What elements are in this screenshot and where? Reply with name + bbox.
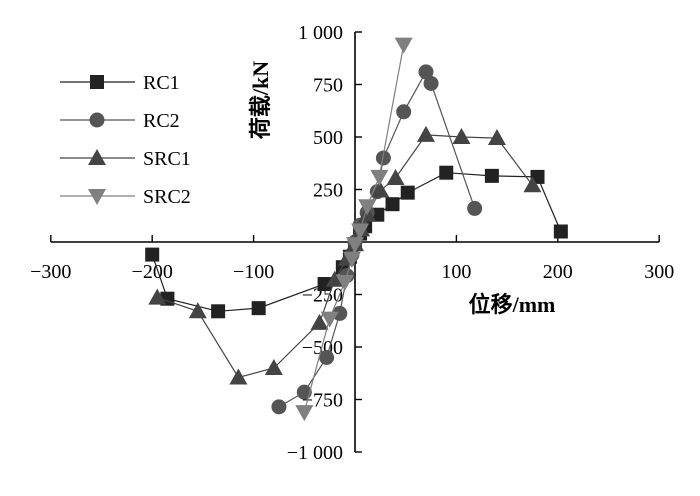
data-point-rc2 bbox=[423, 75, 439, 91]
legend-item-rc1: RC1 bbox=[60, 72, 180, 94]
series-layer bbox=[145, 37, 568, 422]
data-point-rc2 bbox=[271, 399, 287, 415]
data-point-src1 bbox=[264, 359, 283, 375]
data-point-rc1 bbox=[553, 224, 568, 239]
x-tick-label: 200 bbox=[543, 261, 573, 283]
data-point-src2 bbox=[295, 405, 314, 422]
data-point-rc1 bbox=[145, 247, 160, 262]
data-point-rc2 bbox=[418, 64, 434, 80]
data-point-src1 bbox=[523, 176, 542, 193]
data-point-src1 bbox=[148, 288, 167, 305]
data-point-rc1 bbox=[439, 165, 454, 180]
data-point-rc1 bbox=[400, 185, 415, 200]
x-tick-label: 300 bbox=[644, 261, 674, 283]
data-point-rc2 bbox=[396, 104, 412, 120]
data-point-rc1 bbox=[484, 168, 499, 183]
legend-item-src2: SRC2 bbox=[60, 186, 191, 208]
data-point-src1 bbox=[386, 168, 405, 185]
data-point-src1 bbox=[229, 368, 248, 385]
data-point-src2 bbox=[394, 37, 413, 54]
data-point-src1 bbox=[416, 125, 435, 142]
legend-label: SRC1 bbox=[143, 148, 191, 170]
data-point-src1 bbox=[371, 181, 390, 198]
series-rc2 bbox=[271, 64, 483, 415]
data-point-src1 bbox=[325, 270, 344, 287]
data-point-src2 bbox=[342, 251, 361, 268]
legend-item-rc2: RC2 bbox=[60, 110, 180, 132]
y-axis-title: 荷载/kN bbox=[248, 61, 273, 139]
legend-item-src1: SRC1 bbox=[60, 148, 191, 170]
data-point-rc1 bbox=[317, 277, 332, 291]
data-point-rc1 bbox=[385, 197, 400, 212]
series-src2 bbox=[295, 37, 413, 422]
x-tick-label: 100 bbox=[441, 261, 471, 283]
data-point-src2 bbox=[346, 237, 364, 254]
data-point-rc1 bbox=[251, 301, 266, 316]
data-point-rc1 bbox=[211, 304, 226, 319]
x-tick-label: −100 bbox=[233, 261, 274, 283]
y-tick-label: 750 bbox=[313, 75, 343, 97]
series-src1 bbox=[148, 125, 542, 385]
legend-marker-src1 bbox=[88, 149, 106, 165]
legend-marker-rc1 bbox=[90, 75, 104, 89]
x-tick-label: −200 bbox=[132, 261, 173, 283]
data-point-src1 bbox=[487, 129, 506, 146]
legend-label: SRC2 bbox=[143, 186, 191, 208]
legend-marker-src2 bbox=[88, 189, 106, 205]
legend-marker-rc2 bbox=[89, 112, 105, 128]
y-tick-label: 1 000 bbox=[298, 22, 343, 44]
y-tick-label: −250 bbox=[302, 285, 343, 307]
data-point-rc2 bbox=[319, 350, 335, 365]
data-point-src1 bbox=[188, 302, 207, 319]
legend-label: RC2 bbox=[143, 110, 180, 132]
data-point-src2 bbox=[351, 223, 370, 240]
data-point-src2 bbox=[335, 274, 354, 291]
axes: −300 −200 −100 100 200 300−1 000−750−500−2502… bbox=[30, 22, 674, 464]
data-point-src1 bbox=[310, 313, 329, 330]
data-point-src2 bbox=[320, 311, 339, 328]
y-tick-label: 250 bbox=[313, 180, 343, 202]
legend: RC1 RC2 SRC1 SRC2 bbox=[60, 72, 191, 208]
data-point-rc2 bbox=[296, 384, 312, 400]
data-point-src2 bbox=[358, 199, 377, 216]
legend-label: RC1 bbox=[143, 72, 180, 94]
data-point-rc2 bbox=[467, 200, 483, 216]
x-tick-label: −300 bbox=[30, 261, 71, 283]
y-tick-label: 500 bbox=[313, 127, 343, 149]
x-axis-title: 位移/mm bbox=[469, 292, 556, 317]
data-point-src2 bbox=[370, 169, 389, 186]
data-point-rc2 bbox=[332, 305, 348, 321]
y-tick-label: −1 000 bbox=[287, 442, 343, 464]
data-point-src1 bbox=[452, 128, 471, 144]
